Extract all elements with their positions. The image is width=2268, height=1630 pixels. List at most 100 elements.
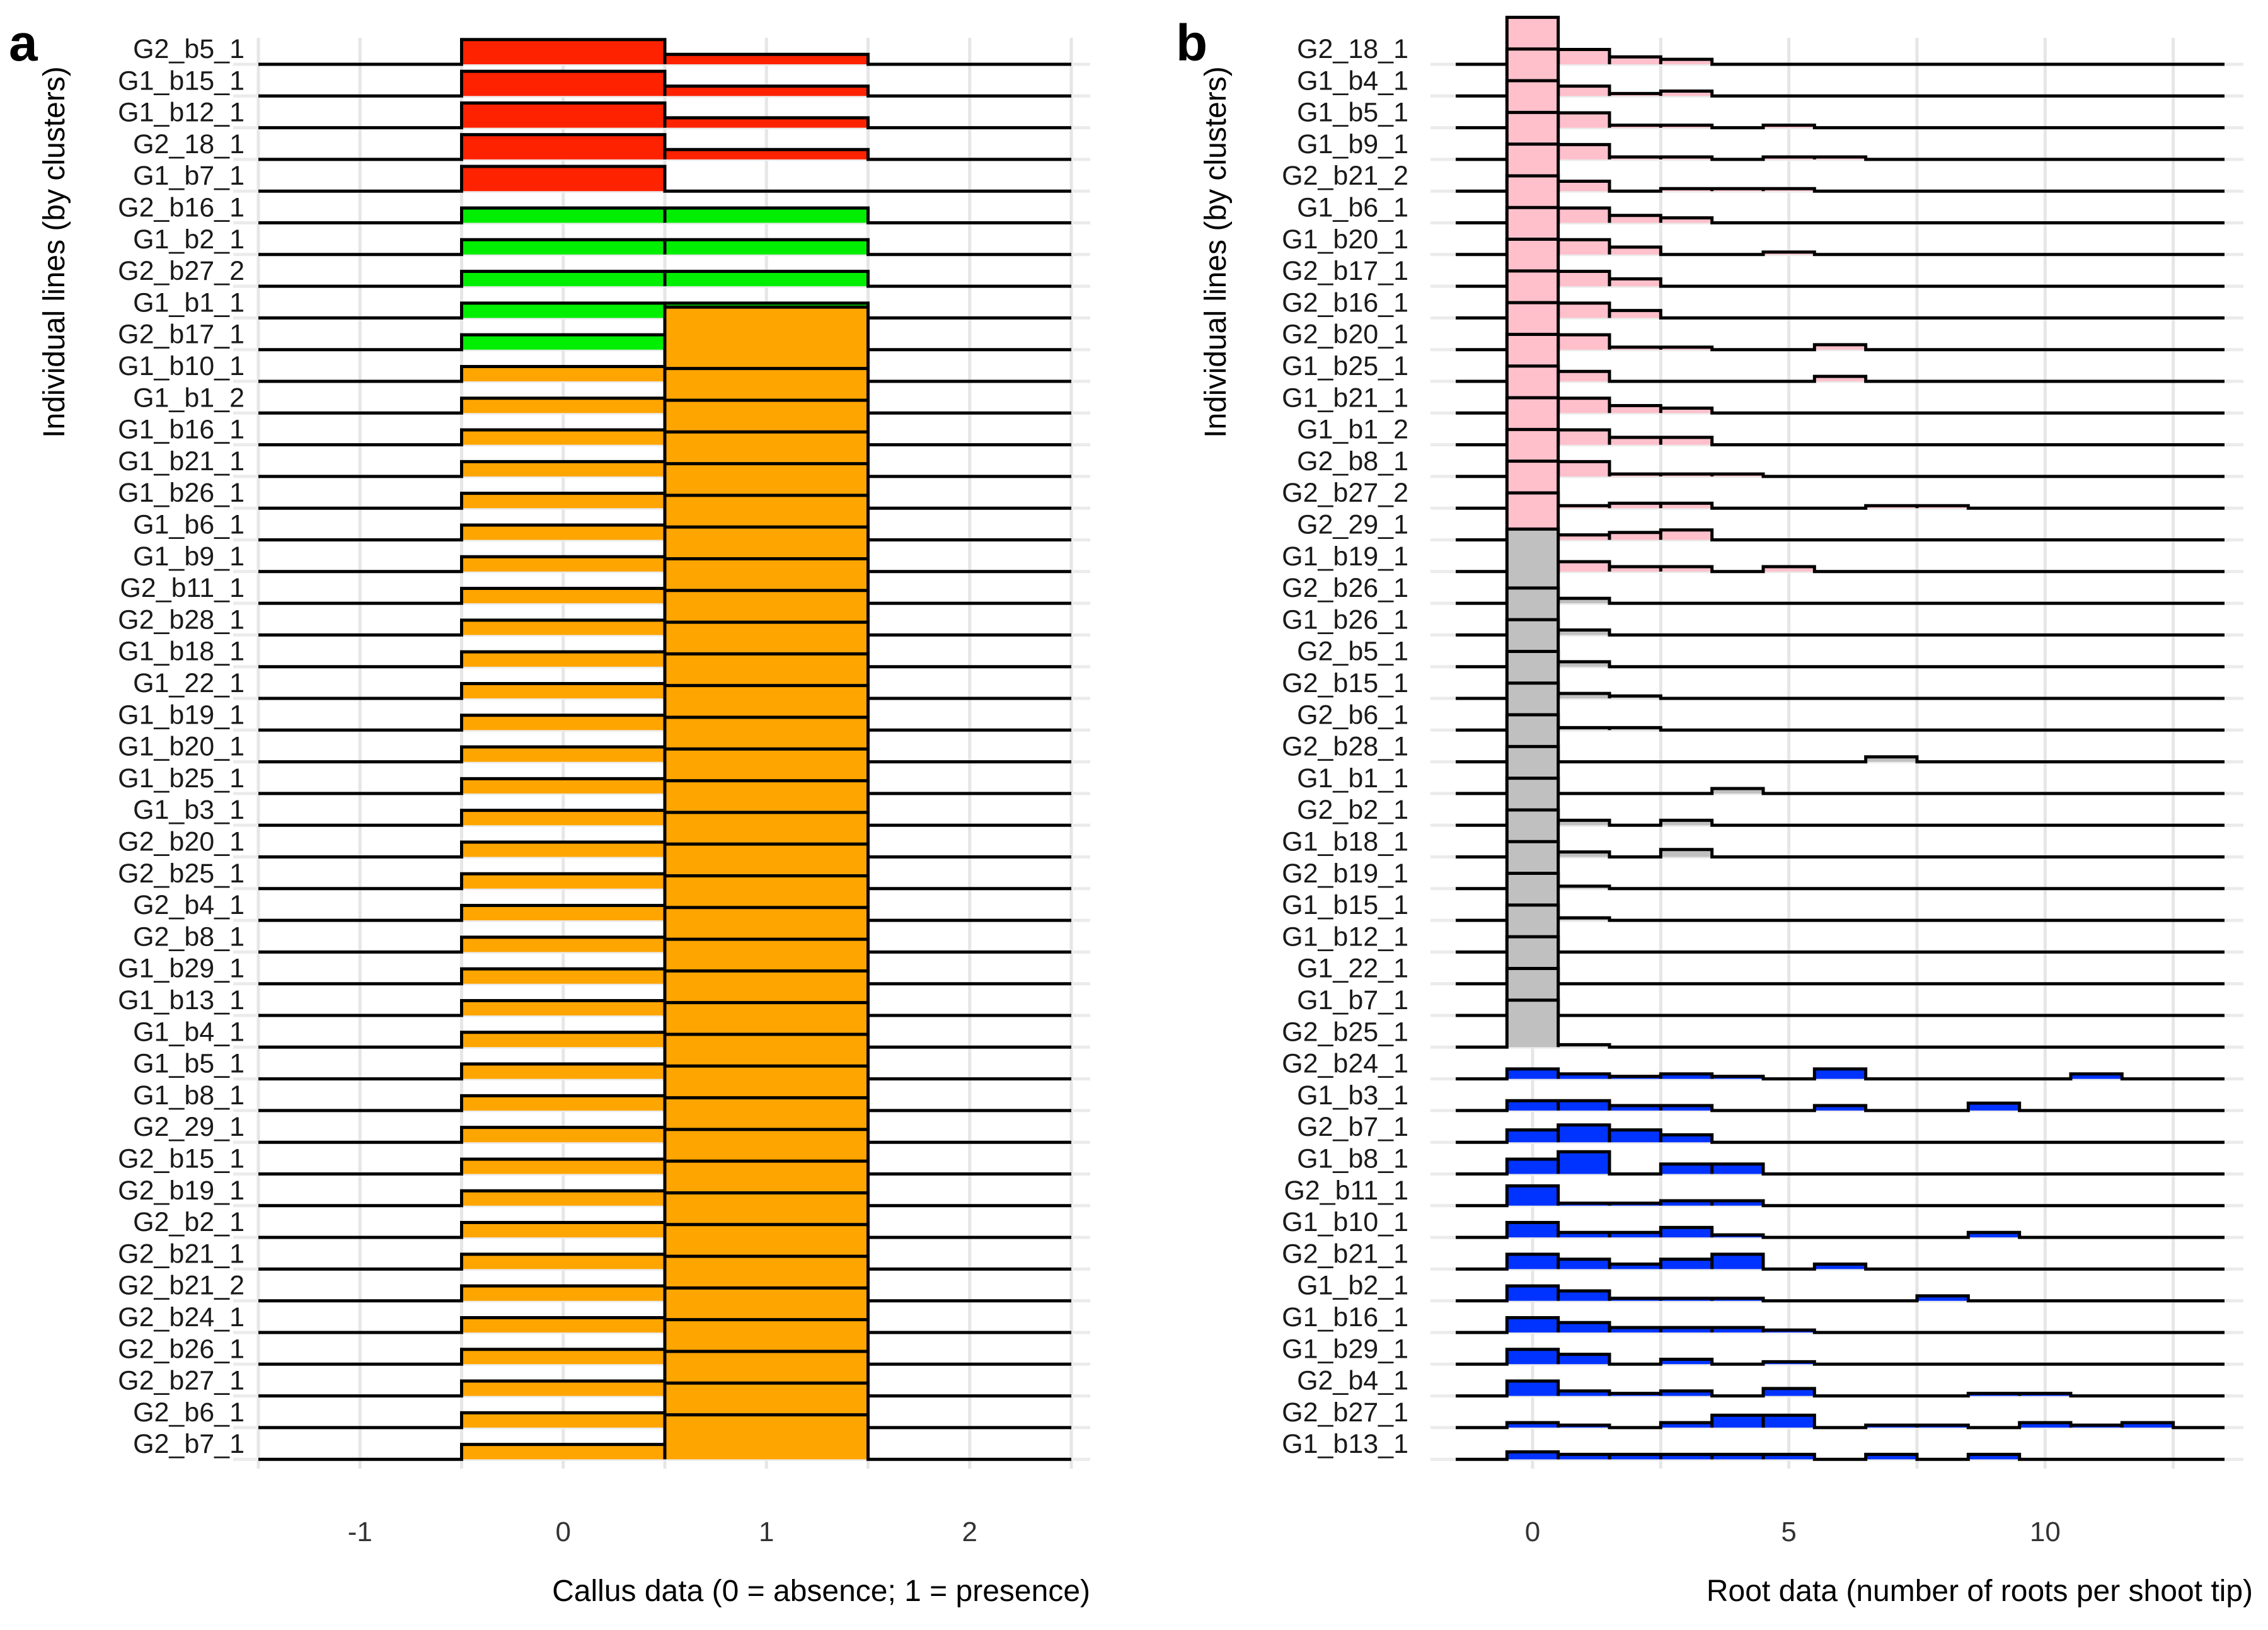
ridge-outline: [1456, 808, 2225, 858]
y-tick-label: G2_b26_1: [118, 1334, 245, 1364]
panel-a-chart: G2_b5_1G1_b15_1G1_b12_1G2_18_1G1_b7_1G2_…: [38, 34, 1090, 1608]
ridge-outline: [1456, 586, 2225, 637]
ridge-outline: [1456, 713, 2225, 764]
x-tick-label: 0: [1525, 1517, 1540, 1547]
x-axis-title: Root data (number of roots per shoot tip…: [1707, 1575, 2253, 1608]
y-tick-label: G2_b27_1: [118, 1366, 245, 1396]
y-tick-label: G1_b2_1: [133, 224, 245, 255]
ridge-outline: [1456, 1379, 2225, 1398]
y-tick-label: G1_b29_1: [118, 954, 245, 984]
y-tick-label: G1_b2_1: [1297, 1271, 1408, 1301]
ridge-fill: [1456, 746, 2225, 794]
ridge-outline: [1456, 1123, 2225, 1144]
ridge-outline: [1456, 1450, 2225, 1461]
x-axis-title: Callus data (0 = absence; 1 = presence): [552, 1575, 1090, 1608]
ridge-outline: [1456, 1284, 2225, 1303]
ridge-outline: [1456, 1067, 2225, 1081]
y-tick-label: G2_b21_2: [118, 1271, 245, 1301]
ridge-outline: [258, 101, 1071, 130]
y-tick-label: G1_b1_2: [133, 383, 245, 413]
y-tick-label: G2_b21_1: [118, 1239, 245, 1269]
y-tick-label: G2_b5_1: [133, 34, 245, 64]
y-tick-label: G2_b2_1: [1297, 795, 1408, 825]
ridge-fill: [1456, 809, 2225, 857]
ridge-outline: [1456, 1315, 2225, 1334]
x-tick-label: 0: [556, 1517, 571, 1547]
y-tick-label: G2_b8_1: [1297, 446, 1408, 477]
ridge-fill: [1456, 1068, 2225, 1079]
y-tick-label: G2_b25_1: [1282, 1017, 1408, 1047]
y-tick-label: G2_b4_1: [1297, 1366, 1408, 1396]
y-tick-label: G2_b5_1: [1297, 637, 1408, 667]
ridge-fill: [1456, 1222, 2225, 1238]
ridge-outline: [1456, 998, 2225, 1049]
y-tick-label: G1_b26_1: [118, 478, 245, 508]
ridge-fill: [1456, 778, 2225, 826]
ridge-outline: [1456, 649, 2225, 700]
ridge-fill: [1456, 715, 2225, 762]
y-tick-label: G1_b21_1: [118, 446, 245, 477]
ridge-fill: [1456, 562, 2225, 572]
y-tick-label: G2_b16_1: [1282, 287, 1408, 318]
ridge-fill: [1456, 1349, 2225, 1365]
x-tick-label: 10: [2030, 1517, 2061, 1547]
y-tick-label: G1_b9_1: [1297, 129, 1408, 159]
ridge-outline: [258, 206, 1071, 224]
ridge-fill: [1456, 1254, 2225, 1269]
ridge-outline: [1456, 1099, 2225, 1113]
ridge-outline: [258, 38, 1071, 66]
y-tick-label: G2_b21_2: [1282, 161, 1408, 191]
ridge-outline: [1456, 491, 2225, 541]
y-tick-label: G1_22_1: [133, 668, 245, 698]
y-tick-label: G1_b18_1: [1282, 827, 1408, 857]
ridge-fill: [1456, 1415, 2225, 1428]
y-tick-label: G2_b24_1: [1282, 1049, 1408, 1079]
ridge-outline: [1456, 238, 2225, 288]
y-tick-label: G1_b16_1: [118, 415, 245, 445]
ridge-outline: [1456, 840, 2225, 891]
y-tick-label: G1_b3_1: [133, 795, 245, 825]
ridge-outline: [258, 69, 1071, 98]
y-tick-label: G1_b20_1: [1282, 224, 1408, 255]
ridge-outline: [258, 165, 1071, 193]
y-tick-label: G1_b1_1: [133, 287, 245, 318]
y-tick-label: G2_b17_1: [118, 320, 245, 350]
y-tick-label: G1_b1_2: [1297, 415, 1408, 445]
x-tick-label: -1: [348, 1517, 372, 1547]
x-tick-label: 2: [962, 1517, 977, 1547]
y-tick-label: G2_18_1: [133, 129, 245, 159]
ridge-outline: [1456, 777, 2225, 827]
y-tick-label: G2_b27_2: [118, 256, 245, 286]
ridge-outline: [1456, 935, 2225, 986]
ridge-fill: [1456, 492, 2225, 540]
y-tick-label: G1_22_1: [1297, 954, 1408, 984]
y-tick-label: G1_b8_1: [133, 1080, 245, 1111]
y-tick-label: G2_b17_1: [1282, 256, 1408, 286]
y-tick-label: G1_b8_1: [1297, 1144, 1408, 1174]
ridge-outline: [1456, 1252, 2225, 1271]
y-tick-label: G1_b19_1: [118, 700, 245, 730]
y-tick-label: G1_b15_1: [1282, 890, 1408, 920]
y-tick-label: G2_b21_1: [1282, 1239, 1408, 1269]
y-tick-label: G2_b7_1: [1297, 1112, 1408, 1142]
ridge-outline: [258, 270, 1071, 288]
y-tick-label: G1_b16_1: [1282, 1302, 1408, 1332]
y-tick-label: G2_b7_1: [133, 1429, 245, 1459]
y-tick-label: G1_b10_1: [1282, 1207, 1408, 1237]
x-tick-label: 1: [759, 1517, 774, 1547]
y-tick-label: G2_b8_1: [133, 922, 245, 952]
y-tick-label: G1_b5_1: [1297, 98, 1408, 128]
ridge-outline: [1456, 527, 2225, 605]
ridge-fill: [1456, 1317, 2225, 1332]
y-tick-label: G1_b13_1: [1282, 1429, 1408, 1459]
ridge-fill: [1456, 1452, 2225, 1460]
ridge-fill: [1456, 1152, 2225, 1174]
y-tick-label: G1_b5_1: [133, 1049, 245, 1079]
y-tick-label: G2_b15_1: [118, 1144, 245, 1174]
ridge-fill: [1456, 651, 2225, 698]
ridge-outline: [1456, 618, 2225, 669]
y-tick-label: G1_b20_1: [118, 732, 245, 762]
y-tick-label: G1_b6_1: [1297, 193, 1408, 223]
ridge-outline: [258, 1413, 1071, 1461]
